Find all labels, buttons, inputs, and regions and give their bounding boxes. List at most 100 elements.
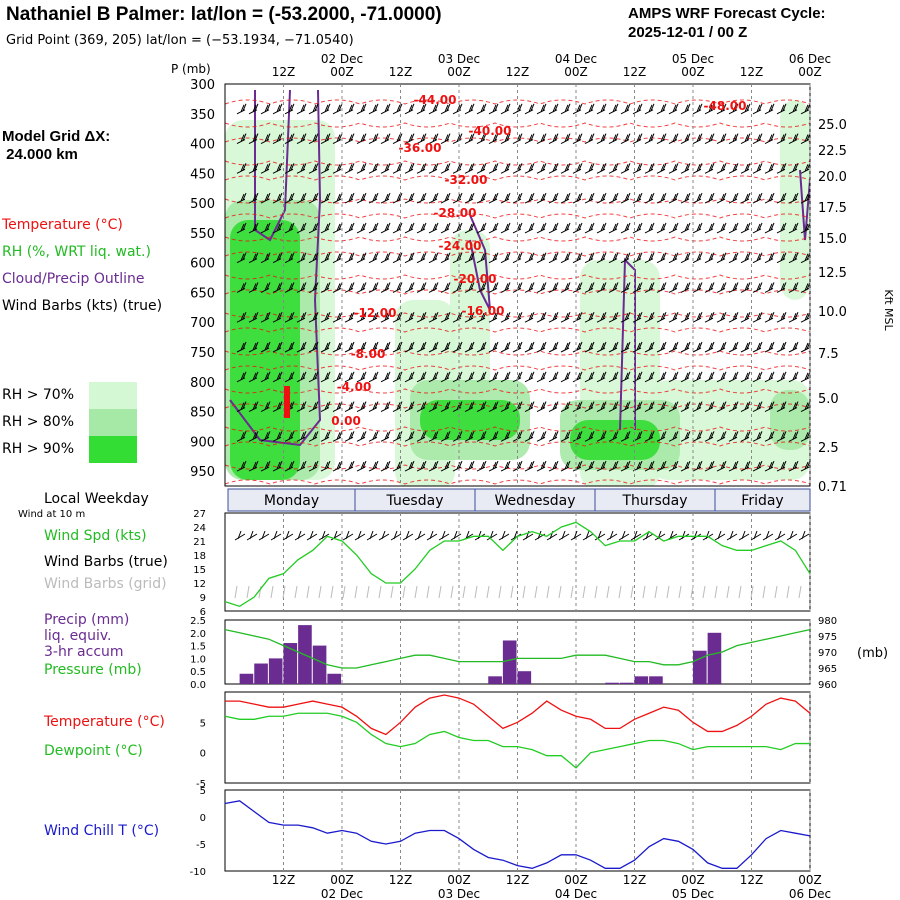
- wind-barb: [416, 252, 427, 264]
- temp-tick-label: -5: [196, 779, 206, 790]
- wind-barb-grid: [774, 585, 778, 599]
- wind-barb: [308, 163, 319, 174]
- wind-barb: [368, 371, 379, 383]
- wind-barb: [368, 341, 379, 353]
- wind-barb: [788, 341, 799, 353]
- wind-barb: [380, 163, 391, 174]
- wind-barb: [440, 222, 451, 234]
- wind-barb: [560, 282, 571, 293]
- wind-barb: [656, 312, 667, 323]
- wind-barb: [632, 103, 643, 115]
- wind-barb: [692, 460, 703, 472]
- temperature-contour-20: [225, 479, 810, 485]
- wind-barb: [680, 222, 691, 234]
- pressure-tick-label: 980: [818, 616, 837, 627]
- wind-barb: [668, 341, 679, 353]
- wind-barb-grid: [726, 585, 730, 599]
- wind-barb: [560, 103, 571, 115]
- wind-barb-true: [558, 530, 570, 541]
- grid-point-label: Grid Point (369, 205) lat/lon = (−53.193…: [6, 33, 354, 48]
- wind-barb: [440, 192, 451, 204]
- wind-barb-grid: [798, 585, 802, 599]
- wind-barb-true: [450, 530, 462, 541]
- wind-barb: [572, 192, 583, 204]
- wind-barb: [284, 371, 295, 383]
- wind-barb: [344, 252, 355, 264]
- wind-barb: [692, 282, 703, 293]
- wind-barb: [572, 103, 583, 115]
- top-time-tick: 12Z: [740, 65, 764, 79]
- wind-barb: [764, 341, 775, 353]
- wind-barb: [296, 460, 307, 472]
- wind-barb: [344, 222, 355, 234]
- wind-barb: [380, 371, 391, 383]
- wind-barb: [716, 431, 727, 442]
- top-date-label: 02 Dec: [321, 52, 363, 66]
- wind-tick-label: 27: [193, 509, 206, 520]
- wind-barb: [272, 460, 283, 472]
- wind-barb: [656, 103, 667, 115]
- wind-barb: [716, 371, 727, 383]
- wind-barb: [500, 371, 511, 383]
- wind-barb: [656, 133, 667, 145]
- height-tick-label: 20.0: [818, 170, 847, 185]
- wind-barb: [752, 163, 763, 174]
- wind-barb: [260, 460, 271, 472]
- wind-barb: [524, 252, 535, 264]
- wind-barb: [644, 133, 655, 145]
- wind-barb: [524, 222, 535, 234]
- wind-barb: [320, 371, 331, 383]
- wind-barb: [776, 252, 787, 264]
- wind-barb-grid: [270, 585, 274, 599]
- legend-local-weekday: Local Weekday: [44, 491, 149, 507]
- wind-barb: [548, 431, 559, 442]
- wind-barb: [368, 222, 379, 234]
- wind-barb: [752, 103, 763, 115]
- wind-barb: [284, 282, 295, 293]
- wind-barb: [584, 252, 595, 264]
- wind-barb: [548, 133, 559, 145]
- wind-barb: [236, 222, 247, 234]
- legend-wind-barbs-grid: Wind Barbs (grid): [44, 576, 167, 592]
- wind-barb-grid: [618, 585, 622, 599]
- wind-barb: [536, 401, 547, 413]
- wind-tick-label: 12: [193, 579, 206, 590]
- wind-barb: [572, 431, 583, 442]
- wind-barb: [524, 133, 535, 145]
- precip-bar: [707, 632, 722, 684]
- weekday-cell-monday: Monday: [227, 488, 356, 512]
- wind-barb: [476, 133, 487, 145]
- wind-barb: [788, 460, 799, 472]
- wind-barb: [704, 222, 715, 234]
- wind-barb: [248, 460, 259, 472]
- height-tick-label: 7.5: [818, 347, 839, 362]
- wind-barb: [668, 252, 679, 264]
- wind-barb-true: [378, 530, 390, 541]
- wind-barb: [752, 460, 763, 472]
- wind-barb: [416, 133, 427, 145]
- precip-bar: [268, 658, 283, 684]
- wind-barb: [368, 133, 379, 145]
- wind-barb: [440, 431, 451, 442]
- legend-precip: Precip (mm): [44, 612, 130, 628]
- wind-barb: [680, 431, 691, 442]
- wind-barb: [488, 282, 499, 293]
- wind-barb: [500, 222, 511, 234]
- wind-barb: [404, 431, 415, 442]
- wind-barb: [788, 163, 799, 174]
- wind-barb: [716, 222, 727, 234]
- wind-barb: [777, 84, 779, 85]
- wind-barb-true: [738, 530, 750, 541]
- wind-barb: [476, 103, 487, 115]
- wind-barb: [320, 282, 331, 293]
- wind-barb: [404, 460, 415, 472]
- wind-barb: [584, 431, 595, 442]
- temperature-contour-22: [225, 518, 855, 522]
- wind-barb-grid: [366, 585, 370, 599]
- wind-barb-true: [390, 530, 402, 541]
- wind-barb: [764, 133, 775, 145]
- wind-barb: [752, 252, 763, 264]
- temperature-contour-10: [225, 289, 810, 295]
- wind-barb: [572, 371, 583, 383]
- precip-bar: [634, 676, 649, 684]
